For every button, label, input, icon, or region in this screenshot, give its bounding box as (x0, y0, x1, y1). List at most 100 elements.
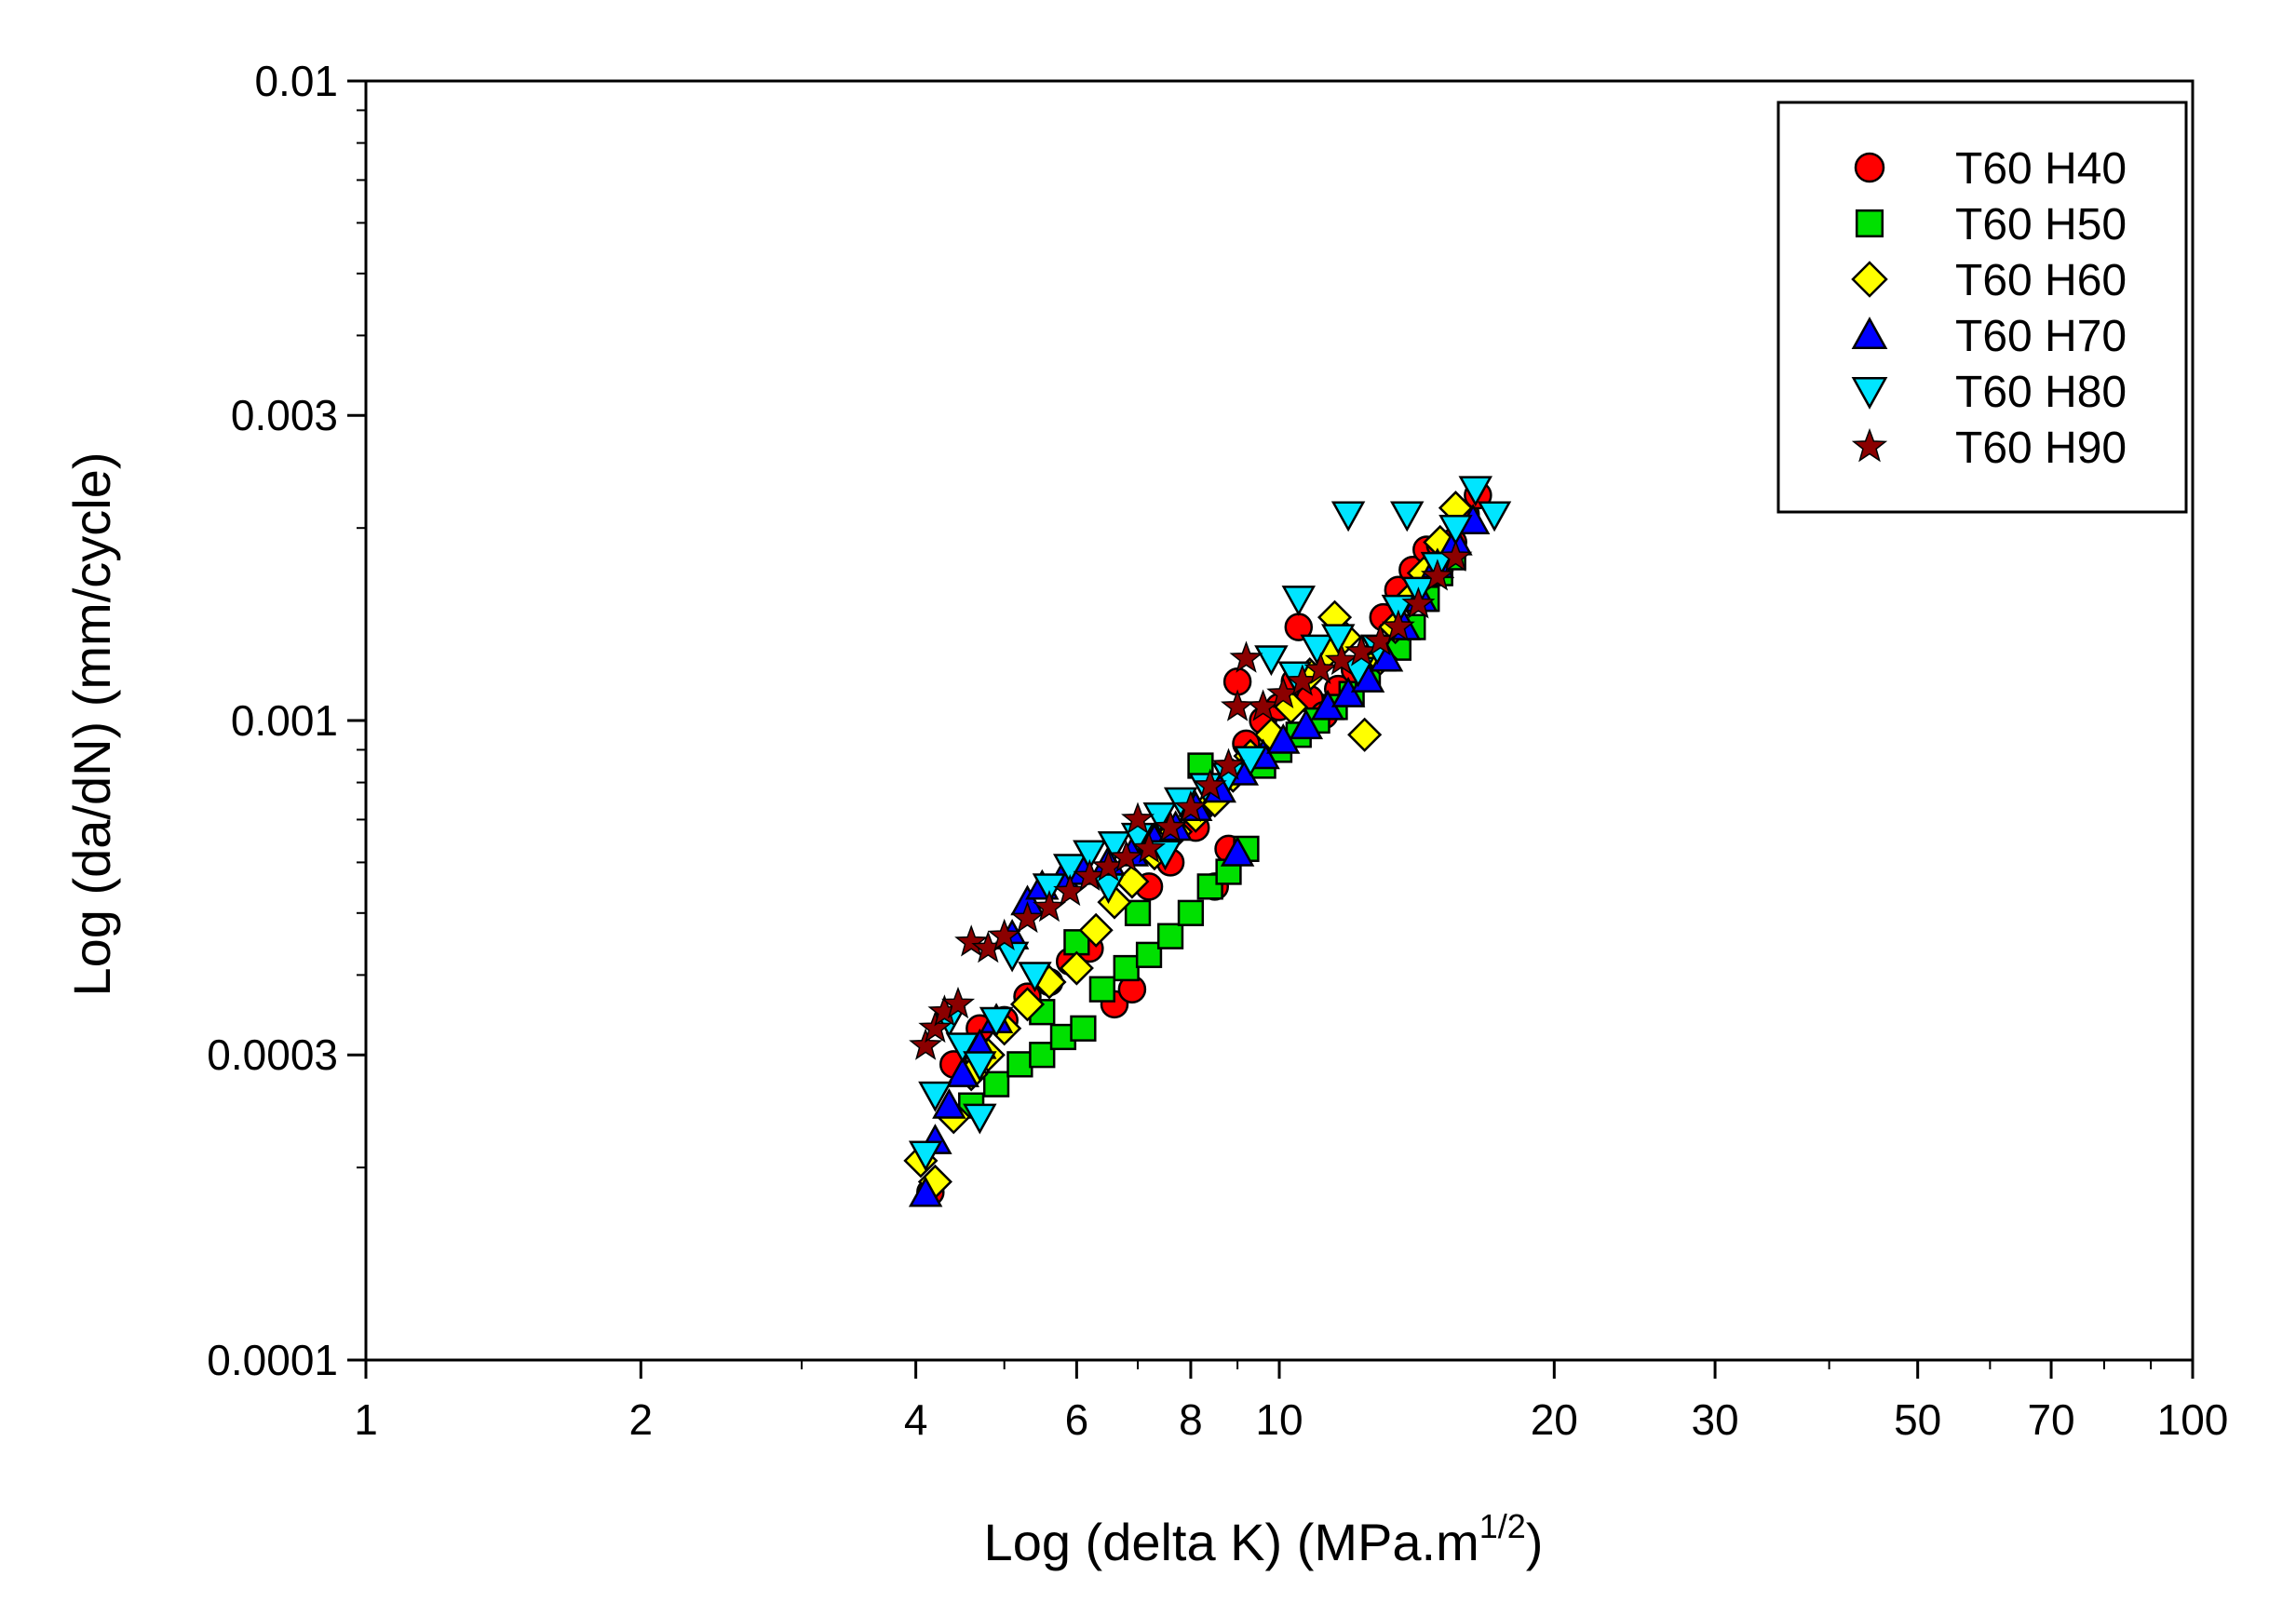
x-axis: 1 2 4 6 8 10 20 30 50 70 100 (354, 1360, 2228, 1444)
data-point (1135, 941, 1163, 968)
legend-label: T60 H80 (1955, 368, 2127, 417)
data-point (1458, 476, 1492, 507)
data-point (918, 1081, 952, 1112)
data-point (1389, 501, 1425, 532)
data-point (1142, 802, 1177, 833)
data-point (1154, 810, 1188, 842)
data-point (1088, 976, 1115, 1003)
data-point (1330, 676, 1366, 707)
data-point (1097, 884, 1132, 920)
data-point (1220, 835, 1255, 867)
legend-marker (1854, 152, 1885, 183)
x-tick-label: 8 (1179, 1395, 1203, 1444)
legend-marker (1851, 317, 1888, 350)
data-point (1124, 899, 1152, 926)
data-point (963, 1103, 997, 1135)
data-point (1229, 640, 1263, 673)
x-tick-label: 6 (1065, 1395, 1089, 1444)
data-point (1221, 689, 1255, 721)
data-point (1132, 830, 1167, 864)
data-point (932, 1087, 966, 1119)
data-point (945, 1032, 980, 1064)
y-tick-label: 0.001 (231, 696, 338, 745)
data-point (1289, 708, 1324, 740)
data-point (1113, 954, 1140, 982)
x-axis-title-close: ) (1526, 1513, 1544, 1571)
legend-marker (1851, 376, 1888, 410)
data-point (1070, 1015, 1097, 1042)
data-point (1006, 1051, 1033, 1078)
legend-label: T60 H70 (1955, 312, 2127, 361)
data-point (1401, 586, 1436, 619)
data-point (909, 1028, 943, 1060)
data-point (987, 918, 1021, 951)
data-point (1173, 789, 1208, 823)
data-point (1073, 840, 1107, 871)
x-tick-label: 20 (1531, 1395, 1578, 1444)
x-tick-label: 100 (2157, 1395, 2229, 1444)
data-point (1059, 950, 1094, 986)
data-point (1300, 634, 1334, 666)
legend-label: T60 H40 (1955, 144, 2127, 194)
y-axis-title: Log (da/dN) (mm/cycle) (62, 451, 121, 996)
x-axis-title-superscript: 1/2 (1479, 1507, 1526, 1545)
data-point (1018, 962, 1052, 993)
data-point (1091, 873, 1126, 905)
legend-marker (1851, 427, 1888, 463)
data-point (941, 986, 976, 1019)
y-axis: 0.0001 0.0003 0.001 0.003 0.01 (207, 57, 366, 1384)
data-point (1254, 645, 1289, 677)
data-point (1330, 501, 1366, 532)
data-point (1193, 768, 1227, 801)
data-point (908, 1176, 943, 1207)
data-point (1109, 840, 1143, 872)
data-point (908, 1140, 943, 1172)
data-point (1281, 586, 1317, 616)
data-point (963, 1051, 997, 1083)
legend-marker (1851, 261, 1888, 298)
data-point (1097, 831, 1132, 862)
data-point (1177, 899, 1205, 926)
data-point (1063, 929, 1090, 956)
y-tick-label: 0.0001 (207, 1336, 338, 1384)
data-point (1438, 539, 1473, 572)
x-axis-title: Log (delta K) (MPa.m1/2) (984, 1507, 1544, 1571)
data-point (1381, 594, 1416, 626)
data-point (945, 1057, 980, 1087)
data-point (1381, 609, 1415, 641)
legend-label: T60 H60 (1955, 256, 2127, 305)
data-point (1010, 900, 1045, 934)
y-tick-label: 0.0003 (207, 1030, 338, 1079)
legend-label: T60 H50 (1955, 200, 2127, 249)
data-point (1156, 923, 1184, 950)
legend: T60 H40 T60 H50 T60 H60 T60 H70 T60 H80 T60 H… (1776, 101, 2188, 514)
data-point (1303, 652, 1338, 684)
legend-marker (1855, 209, 1884, 238)
data-point (1196, 873, 1223, 900)
x-tick-label: 30 (1691, 1395, 1738, 1444)
legend-label: T60 H90 (1955, 424, 2127, 473)
y-tick-label: 0.01 (254, 57, 338, 105)
data-point (1009, 987, 1046, 1022)
x-axis-title-main: Log (delta K) (MPa.m (984, 1513, 1479, 1571)
data-point (954, 924, 989, 957)
data-point (1321, 624, 1356, 655)
data-point (1420, 559, 1454, 591)
x-tick-label: 50 (1894, 1395, 1941, 1444)
data-points (903, 476, 1512, 1207)
data-point (1052, 854, 1087, 885)
data-point (1032, 889, 1067, 923)
data-point (1347, 717, 1383, 752)
data-point (1121, 802, 1155, 834)
data-point (982, 1071, 1010, 1098)
data-point (1477, 501, 1512, 532)
data-point (1078, 912, 1114, 948)
data-point (1324, 642, 1358, 676)
data-point (979, 1006, 1014, 1038)
x-tick-label: 2 (629, 1395, 654, 1444)
data-point (1438, 515, 1473, 546)
data-point (918, 1010, 952, 1044)
x-tick-label: 1 (354, 1395, 378, 1444)
x-tick-label: 10 (1255, 1395, 1303, 1444)
